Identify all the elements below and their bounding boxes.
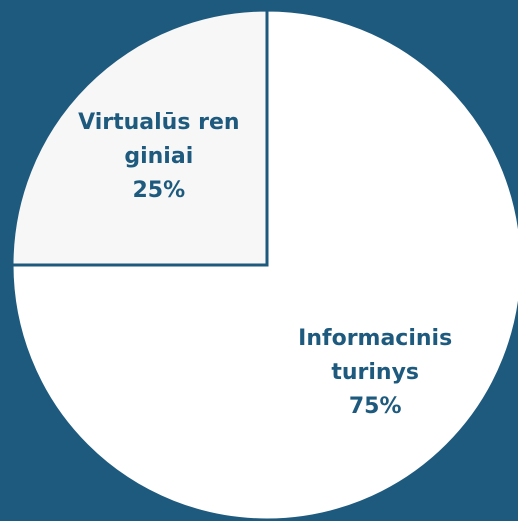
label-line: giniai [124,144,193,169]
value-label: 25% [132,178,185,203]
slice-label: Informacinis turinys [298,326,452,385]
pie-slice [10,8,269,267]
slice-label: Virtualūs ren giniai [78,110,239,169]
pie-slice [10,8,518,521]
label-line: turinys [331,360,419,385]
value-label: 75% [349,394,402,419]
label-line: Informacinis [298,326,452,351]
label-line: Virtualūs ren [78,110,239,135]
